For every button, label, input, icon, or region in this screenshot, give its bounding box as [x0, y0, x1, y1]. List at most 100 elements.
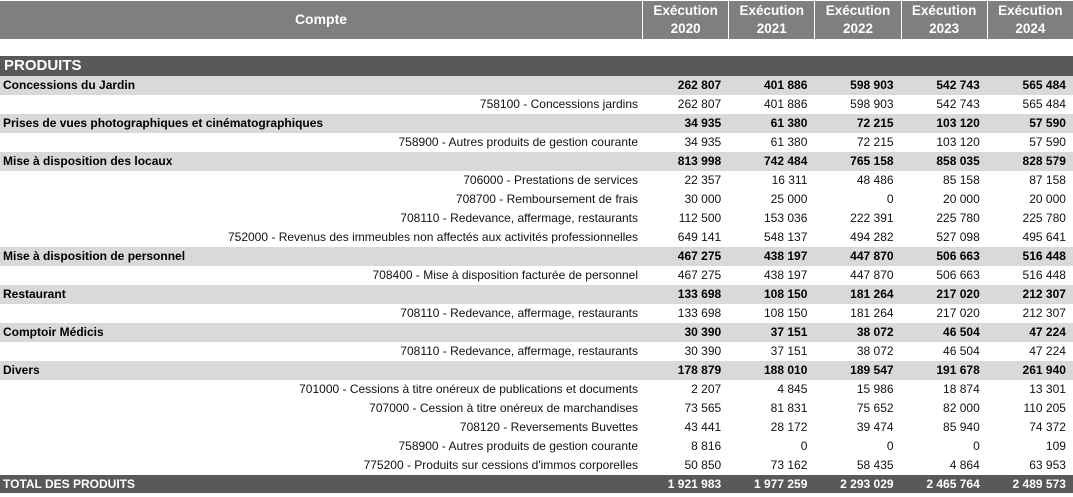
table-row: 708110 - Redevance, affermage, restauran… [0, 209, 1073, 228]
table-header: Compte Exécution 2020 Exécution 2021 Exé… [0, 1, 1073, 39]
table-row: 708700 - Remboursement de frais 30 000 25 … [0, 190, 1073, 209]
row-value: 178 879 [677, 363, 722, 377]
row-value: 742 484 [763, 154, 808, 168]
table-row: 708110 - Redevance, affermage, restauran… [0, 342, 1073, 361]
header-year-label: Exécution [998, 3, 1063, 18]
row-value: 37 151 [770, 325, 808, 339]
row-label: 708110 - Redevance, affermage, restauran… [400, 306, 638, 320]
row-value: 495 641 [1022, 230, 1066, 244]
row-value: 191 678 [936, 363, 980, 377]
header-year-2024: Exécution 2024 [986, 1, 1073, 39]
row-value: 133 698 [677, 287, 722, 301]
header-year-value: 2023 [929, 21, 960, 36]
row-label: Mise à disposition des locaux [3, 154, 173, 168]
row-value: 261 940 [1022, 363, 1066, 377]
header-year-2021: Exécution 2021 [728, 1, 815, 39]
row-value: 467 275 [677, 268, 722, 282]
row-value: 16 311 [771, 173, 808, 187]
row-value: 527 098 [936, 230, 980, 244]
row-value: 506 663 [936, 268, 980, 282]
row-value: 81 831 [770, 401, 808, 415]
row-value: 565 484 [1022, 78, 1066, 92]
row-value: 401 886 [763, 97, 808, 111]
section-row: Concessions du Jardin 262 807 401 886 598 9… [0, 76, 1073, 95]
row-value: 85 940 [943, 420, 980, 434]
row-label: Divers [3, 363, 40, 377]
row-label: 706000 - Prestations de services [463, 173, 638, 187]
row-label: 775200 - Produits sur cessions d'immos c… [363, 458, 638, 472]
table-row: 708400 - Mise à disposition facturée de … [0, 266, 1073, 285]
row-value: 828 579 [1022, 154, 1066, 168]
section-row: Mise à disposition de personnel 467 275 43… [0, 247, 1073, 266]
row-value: 57 590 [1029, 116, 1066, 130]
row-value: 108 150 [763, 287, 808, 301]
row-label: Prises de vues photographiques et cinéma… [3, 116, 324, 130]
row-value: 57 590 [1029, 135, 1066, 149]
row-label: 708110 - Redevance, affermage, restauran… [400, 211, 638, 225]
row-value: 212 307 [1022, 306, 1066, 320]
row-value: 598 903 [850, 97, 894, 111]
table-row: 708120 - Reversements Buvettes 43 441 28 1… [0, 418, 1073, 437]
row-value: 110 205 [1023, 401, 1066, 415]
row-label: Concessions du Jardin [3, 78, 136, 92]
row-label: Comptoir Médicis [3, 325, 104, 339]
row-value: 0 [800, 439, 808, 453]
row-label: 707000 - Cession à titre onéreux de marc… [369, 401, 638, 415]
table-row: 708110 - Redevance, affermage, restauran… [0, 304, 1073, 323]
row-label: 758900 - Autres produits de gestion cour… [398, 135, 639, 149]
row-value: 2 465 764 [926, 477, 980, 491]
row-value: 0 [973, 439, 980, 453]
row-value: 858 035 [936, 154, 980, 168]
row-value: 18 874 [943, 382, 980, 396]
section-row: Restaurant 133 698 108 150 181 264 217 020 21… [0, 285, 1073, 304]
table-row: 701000 - Cessions à titre onéreux de pub… [0, 380, 1073, 399]
row-value: 494 282 [850, 230, 894, 244]
row-value: 46 504 [943, 344, 980, 358]
row-value: 153 036 [763, 211, 808, 225]
row-value: 649 141 [677, 230, 722, 244]
row-label: 701000 - Cessions à titre onéreux de pub… [299, 382, 638, 396]
row-value: 103 120 [936, 135, 980, 149]
row-value: 63 953 [1029, 458, 1066, 472]
row-label: TOTAL DES PRODUITS [3, 477, 136, 491]
row-value: 438 197 [763, 268, 808, 282]
row-value: 447 870 [850, 249, 894, 263]
row-value: 82 000 [943, 401, 980, 415]
table-row: 758900 - Autres produits de gestion cour… [0, 133, 1073, 152]
row-value: 28 172 [770, 420, 808, 434]
row-value: 112 500 [678, 211, 722, 225]
row-label: 708400 - Mise à disposition facturée de … [372, 268, 639, 282]
row-value: 0 [886, 192, 894, 206]
row-value: 565 484 [1022, 97, 1066, 111]
row-value: 181 264 [850, 306, 894, 320]
section-row: Prises de vues photographiques et cinéma… [0, 114, 1073, 133]
row-value: 212 307 [1022, 287, 1066, 301]
row-value: 30 390 [684, 344, 722, 358]
row-value: 189 547 [850, 363, 894, 377]
row-value: 217 020 [936, 306, 980, 320]
row-value: 38 072 [856, 325, 894, 339]
row-value: 30 000 [684, 192, 722, 206]
row-value: 30 390 [684, 325, 722, 339]
row-label: 758900 - Autres produits de gestion cour… [398, 439, 639, 453]
row-value: 548 137 [763, 230, 808, 244]
header-year-value: 2020 [670, 21, 701, 36]
row-value: 2 293 029 [840, 477, 894, 491]
header-year-label: Exécution [653, 3, 718, 18]
table-row: 706000 - Prestations de services 22 357 16… [0, 171, 1073, 190]
row-value: 73 162 [770, 458, 808, 472]
row-value: 22 357 [684, 173, 722, 187]
row-value: 74 372 [1029, 420, 1066, 434]
row-value: 2 489 573 [1012, 477, 1066, 491]
row-value: 58 435 [856, 458, 894, 472]
row-value: 43 441 [684, 420, 722, 434]
row-value: 598 903 [850, 78, 894, 92]
section-row: Divers 178 879 188 010 189 547 191 678 261 94… [0, 361, 1073, 380]
row-value: 109 [1045, 439, 1066, 453]
row-value: 61 380 [770, 135, 808, 149]
row-value: 225 780 [936, 211, 980, 225]
row-value: 108 150 [763, 306, 808, 320]
row-value: 75 652 [856, 401, 894, 415]
row-value: 813 998 [677, 154, 722, 168]
row-label: 708110 - Redevance, affermage, restauran… [400, 344, 638, 358]
